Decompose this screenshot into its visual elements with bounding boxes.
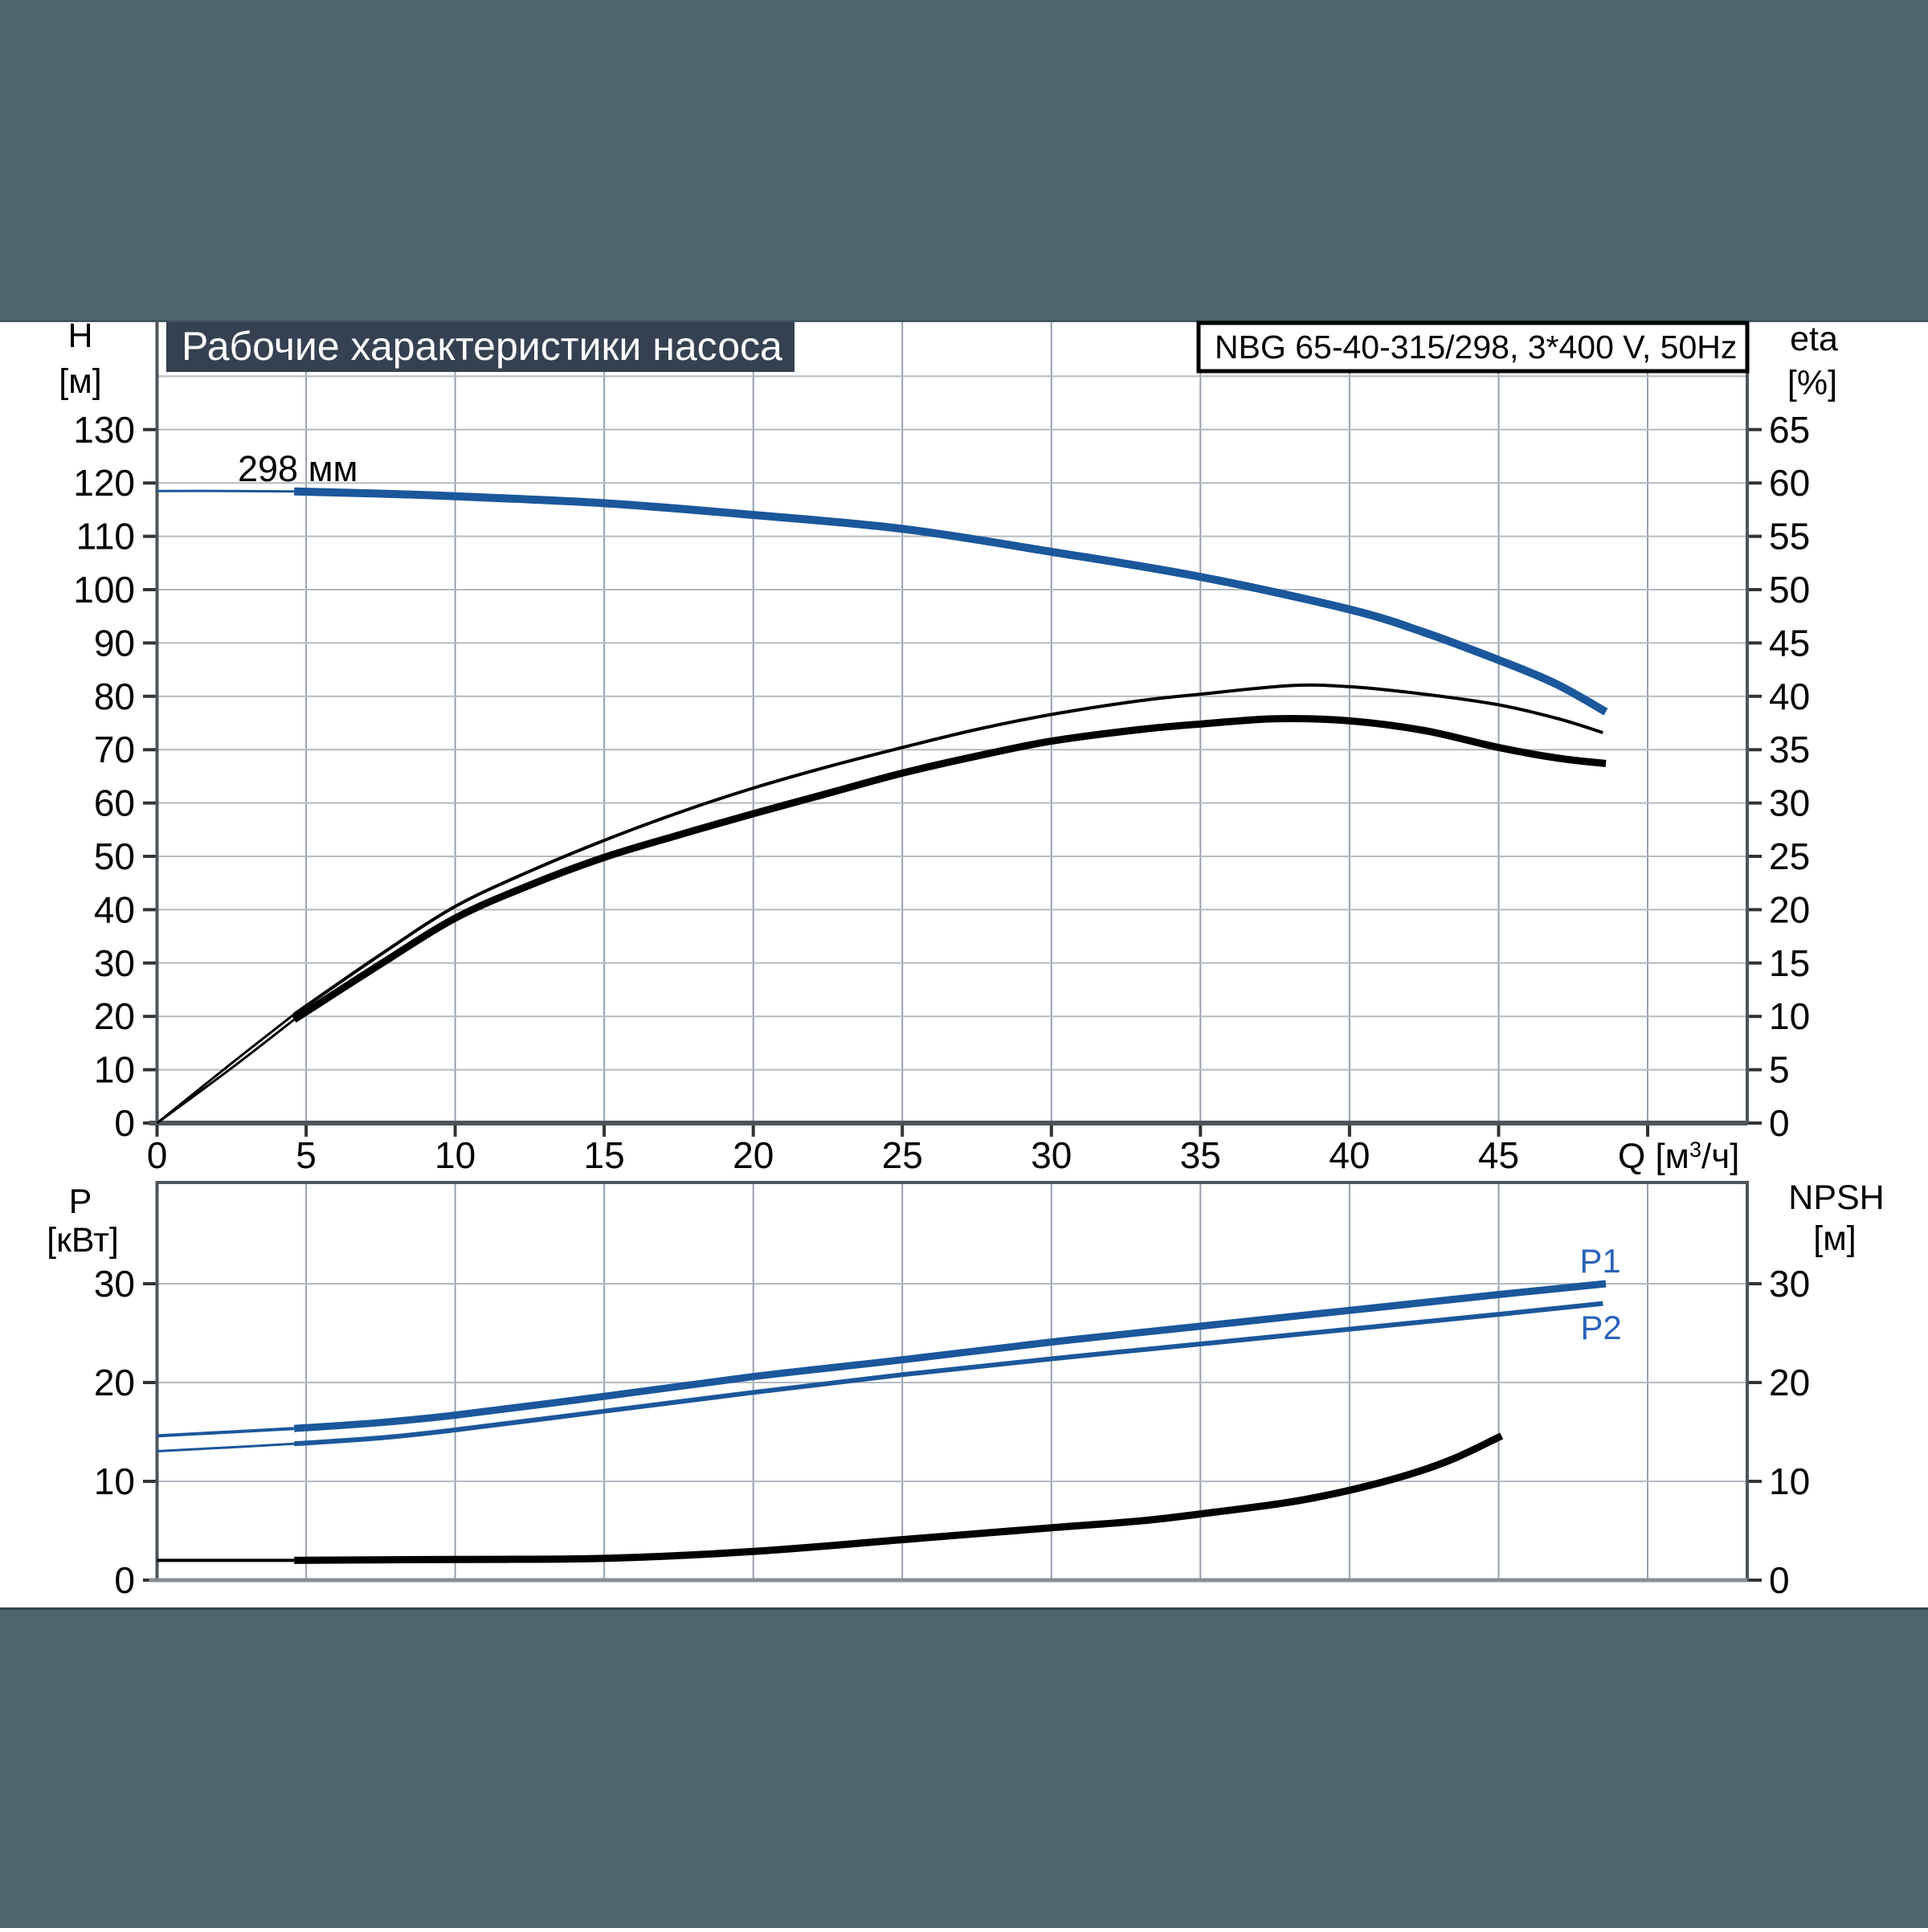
- svg-text:50: 50: [1769, 569, 1810, 611]
- svg-text:55: 55: [1769, 516, 1810, 558]
- svg-text:0: 0: [147, 1134, 168, 1176]
- svg-text:eta: eta: [1790, 320, 1838, 358]
- svg-text:45: 45: [1478, 1134, 1519, 1176]
- svg-text:30: 30: [1769, 1263, 1810, 1305]
- svg-text:20: 20: [94, 995, 135, 1037]
- svg-text:40: 40: [1769, 676, 1810, 717]
- svg-text:P: P: [69, 1182, 92, 1221]
- svg-text:[кВт]: [кВт]: [47, 1221, 119, 1260]
- svg-text:20: 20: [733, 1134, 774, 1176]
- svg-text:120: 120: [73, 462, 135, 504]
- svg-text:40: 40: [94, 888, 135, 930]
- svg-text:15: 15: [1769, 942, 1810, 984]
- svg-text:80: 80: [94, 676, 135, 717]
- svg-text:10: 10: [1769, 995, 1810, 1037]
- svg-text:[%]: [%]: [1787, 364, 1837, 402]
- svg-text:35: 35: [1180, 1134, 1221, 1176]
- svg-text:0: 0: [1769, 1559, 1790, 1601]
- svg-text:30: 30: [1031, 1134, 1072, 1176]
- svg-text:298 мм: 298 мм: [238, 448, 357, 489]
- svg-text:65: 65: [1769, 409, 1810, 451]
- svg-text:P1: P1: [1579, 1242, 1620, 1280]
- svg-text:20: 20: [1769, 1362, 1810, 1403]
- svg-text:25: 25: [882, 1134, 923, 1176]
- svg-text:30: 30: [94, 1263, 135, 1305]
- svg-text:60: 60: [94, 782, 135, 824]
- svg-text:25: 25: [1769, 835, 1810, 877]
- svg-text:20: 20: [94, 1362, 135, 1403]
- svg-text:100: 100: [73, 569, 135, 611]
- svg-text:10: 10: [94, 1460, 135, 1502]
- svg-text:0: 0: [114, 1559, 135, 1601]
- svg-text:45: 45: [1769, 622, 1810, 664]
- svg-text:NBG 65-40-315/298, 3*400 V, 50: NBG 65-40-315/298, 3*400 V, 50Hz: [1215, 329, 1737, 366]
- svg-text:90: 90: [94, 622, 135, 664]
- svg-text:Q [м3/ч]: Q [м3/ч]: [1618, 1137, 1739, 1176]
- svg-text:[м]: [м]: [59, 362, 101, 401]
- svg-text:40: 40: [1329, 1134, 1370, 1176]
- svg-text:110: 110: [76, 516, 135, 558]
- svg-text:5: 5: [1769, 1049, 1790, 1091]
- svg-text:10: 10: [1769, 1460, 1810, 1502]
- svg-text:5: 5: [296, 1134, 317, 1176]
- svg-text:50: 50: [94, 835, 135, 877]
- svg-text:0: 0: [114, 1102, 135, 1144]
- svg-text:20: 20: [1769, 888, 1810, 930]
- svg-text:30: 30: [94, 942, 135, 984]
- svg-text:60: 60: [1769, 462, 1810, 504]
- svg-text:Рабочие характеристики насоса: Рабочие характеристики насоса: [182, 324, 782, 369]
- svg-text:0: 0: [1769, 1102, 1790, 1144]
- svg-text:10: 10: [94, 1049, 135, 1091]
- svg-text:70: 70: [94, 729, 135, 770]
- svg-text:NPSH: NPSH: [1788, 1178, 1884, 1217]
- svg-text:H: H: [67, 317, 92, 355]
- svg-text:P2: P2: [1580, 1309, 1621, 1346]
- svg-text:130: 130: [73, 409, 135, 451]
- svg-text:[м]: [м]: [1813, 1219, 1856, 1258]
- svg-text:10: 10: [435, 1134, 476, 1176]
- svg-text:30: 30: [1769, 782, 1810, 824]
- svg-text:15: 15: [584, 1134, 625, 1176]
- svg-text:35: 35: [1769, 729, 1810, 770]
